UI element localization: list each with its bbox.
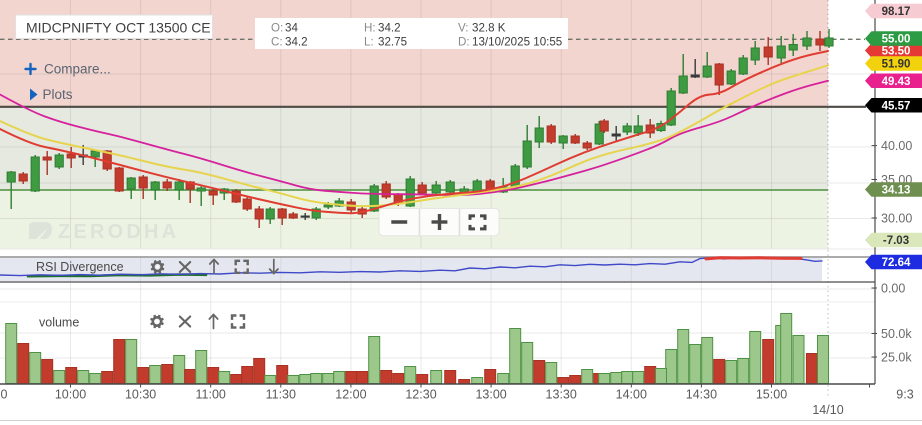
svg-text:50.0k: 50.0k [881, 327, 912, 341]
svg-text:34: 34 [285, 22, 298, 35]
svg-text:34.2: 34.2 [378, 22, 401, 35]
svg-text:11:00: 11:00 [196, 388, 226, 402]
svg-text:14:00: 14:00 [616, 388, 647, 402]
svg-text:Compare...: Compare... [44, 62, 111, 77]
svg-text:98.17: 98.17 [882, 6, 911, 18]
svg-text:0: 0 [1, 388, 8, 402]
svg-text:0.00: 0.00 [881, 281, 905, 295]
svg-text:V:: V: [458, 22, 469, 35]
svg-text:51.90: 51.90 [882, 59, 911, 71]
svg-text:10:00: 10:00 [55, 388, 86, 402]
svg-text:14/10: 14/10 [812, 403, 843, 417]
svg-text:D:: D: [458, 36, 470, 49]
svg-text:40.00: 40.00 [881, 139, 912, 153]
svg-text:30.00: 30.00 [881, 211, 912, 225]
svg-text:C:: C: [271, 36, 283, 49]
svg-text:14:30: 14:30 [686, 388, 717, 402]
svg-text:9:3: 9:3 [896, 388, 913, 402]
svg-text:32.8 K: 32.8 K [472, 22, 506, 35]
svg-text:RSI Divergence: RSI Divergence [36, 260, 124, 274]
svg-text:34.13: 34.13 [882, 185, 911, 197]
svg-text:12:00: 12:00 [335, 388, 366, 402]
svg-text:MIDCPNIFTY OCT 13500 CE: MIDCPNIFTY OCT 13500 CE [26, 20, 211, 36]
svg-text:53.50: 53.50 [882, 46, 911, 58]
svg-text:55.00: 55.00 [882, 34, 911, 46]
svg-text:11:30: 11:30 [266, 388, 296, 402]
svg-text:13/10/2025 10:55: 13/10/2025 10:55 [472, 36, 562, 49]
svg-text:O:: O: [271, 22, 283, 35]
svg-text:32.75: 32.75 [378, 36, 407, 49]
svg-text:25.0k: 25.0k [881, 350, 912, 364]
svg-text:13:30: 13:30 [546, 388, 577, 402]
svg-text:10:30: 10:30 [125, 388, 156, 402]
svg-text:Plots: Plots [43, 87, 73, 102]
svg-text:ZERODHA: ZERODHA [58, 221, 179, 243]
svg-text:34.2: 34.2 [285, 36, 308, 49]
svg-text:45.57: 45.57 [882, 101, 911, 113]
svg-text:-7.03: -7.03 [883, 235, 909, 247]
svg-text:H:: H: [364, 22, 376, 35]
svg-text:15:00: 15:00 [756, 388, 787, 402]
svg-text:13:00: 13:00 [475, 388, 506, 402]
svg-text:L:: L: [364, 36, 374, 49]
svg-text:volume: volume [39, 316, 79, 330]
svg-text:72.64: 72.64 [882, 257, 911, 269]
svg-text:49.43: 49.43 [882, 76, 911, 88]
svg-text:12:30: 12:30 [405, 388, 436, 402]
